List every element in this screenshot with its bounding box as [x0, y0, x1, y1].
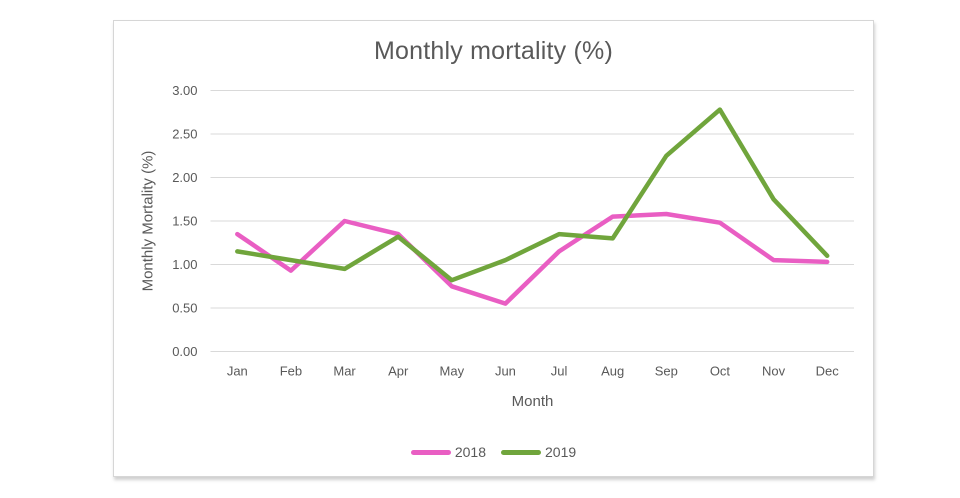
x-tick-label: Oct — [710, 364, 731, 379]
legend-swatch-2018 — [410, 449, 451, 455]
legend-label-2019: 2019 — [545, 444, 577, 460]
chart-frame: 0.00 0.50 1.00 1.50 2.00 2.50 3.00 Jan Feb Mar Apr… — [113, 20, 874, 477]
legend-label-2018: 2018 — [454, 444, 486, 460]
y-tick-label: 1.00 — [172, 257, 197, 272]
x-tick-label: Mar — [333, 364, 356, 379]
x-tick-label: Jan — [227, 364, 248, 379]
y-tick-label: 1.50 — [172, 214, 197, 229]
legend-swatch-2019 — [501, 449, 541, 455]
y-tick-label: 2.00 — [172, 170, 197, 185]
x-tick-label: Jul — [551, 364, 568, 379]
y-tick-label: 3.00 — [172, 83, 197, 98]
x-axis-title: Month — [511, 393, 554, 410]
x-tick-label: Sep — [655, 364, 678, 379]
x-tick-label: Jun — [495, 364, 516, 379]
x-tick-label: Nov — [762, 364, 786, 379]
x-tick-label: Feb — [280, 364, 302, 379]
y-tick-label: 0.50 — [172, 301, 197, 316]
y-axis-title: Monthly Mortality (%) — [139, 150, 157, 292]
series-line-2018 — [235, 211, 830, 306]
plot-area: 0.00 0.50 1.00 1.50 2.00 2.50 3.00 Jan Feb Mar Apr… — [172, 83, 854, 379]
x-tick-label: May — [440, 364, 465, 379]
y-tick-label: 2.50 — [172, 127, 197, 142]
x-tick-label: Dec — [816, 364, 840, 379]
y-tick-label: 0.00 — [172, 344, 197, 359]
legend-item-2019: 2019 — [501, 444, 576, 460]
series-line-2019 — [235, 107, 830, 283]
legend: 2018 2019 — [114, 444, 873, 460]
legend-item-2018: 2018 — [410, 444, 486, 460]
chart-title: Monthly mortality (%) — [374, 37, 613, 65]
x-tick-label: Apr — [388, 364, 409, 379]
x-tick-label: Aug — [601, 364, 624, 379]
